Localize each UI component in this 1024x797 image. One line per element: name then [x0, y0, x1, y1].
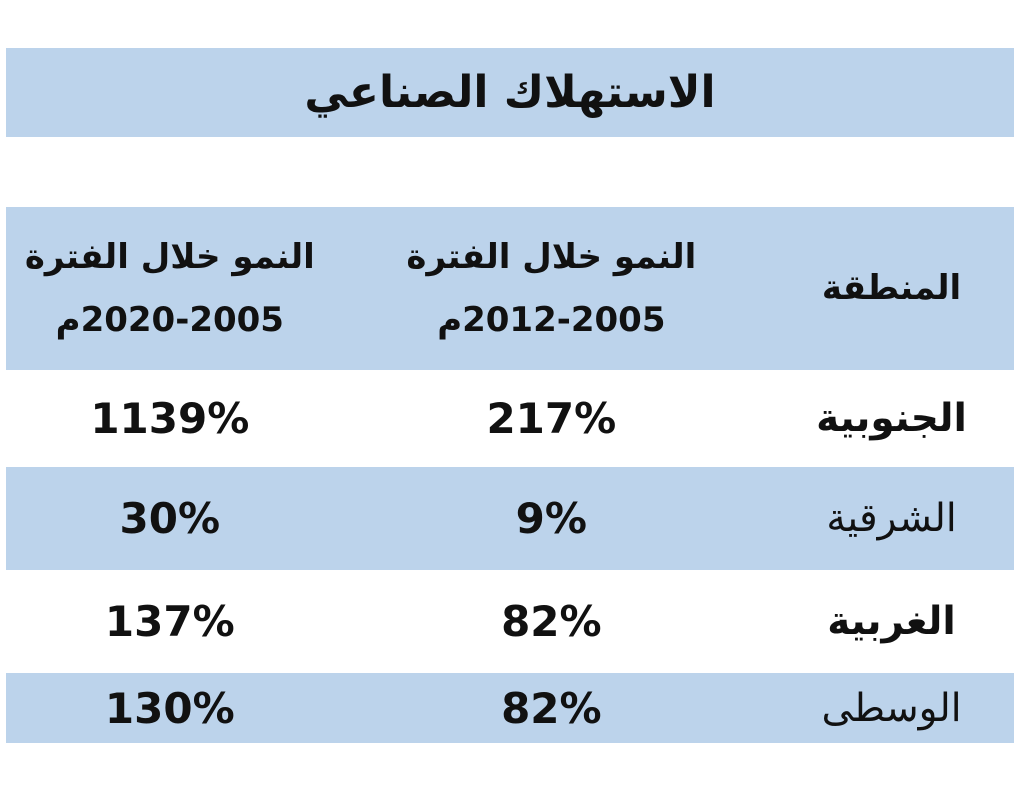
column-header-growth-2005-2012: النمو خلال الفترة 2012-2005م — [334, 226, 769, 352]
growth-2005-2020-cell: 30% — [119, 494, 221, 543]
growth-2005-2020-cell: 130% — [104, 683, 235, 733]
growth-2005-2020-cell: 1139% — [90, 394, 250, 443]
region-cell: الغربية — [827, 599, 956, 644]
table-row-southern: الجنوبية 217% 1139% — [6, 370, 1014, 467]
growth-2005-2020-cell: 137% — [104, 597, 235, 646]
column-header-growth-2005-2020: النمو خلال الفترة 2020-2005م — [6, 226, 334, 352]
column-header-growth-2005-2012-line1: النمو خلال الفترة — [406, 236, 697, 277]
region-cell: الوسطى — [821, 685, 962, 731]
column-header-growth-2005-2020-line1: النمو خلال الفترة — [24, 236, 315, 277]
growth-2005-2012-cell: 82% — [501, 597, 602, 646]
growth-2005-2012-cell: 82% — [501, 683, 602, 733]
growth-2005-2012-cell: 217% — [486, 394, 617, 443]
column-header-growth-2005-2012-line2: 2012-2005م — [437, 299, 666, 340]
region-cell: الشرقية — [826, 496, 957, 541]
table-row-eastern: الشرقية 9% 30% — [6, 467, 1014, 570]
table-header-row: المنطقة النمو خلال الفترة 2012-2005م الن… — [6, 207, 1014, 370]
region-cell: الجنوبية — [816, 396, 967, 441]
title-band: الاستهلاك الصناعي — [6, 48, 1014, 137]
page-title: الاستهلاك الصناعي — [304, 67, 716, 118]
consumption-table: المنطقة النمو خلال الفترة 2012-2005م الن… — [6, 207, 1014, 743]
growth-2005-2012-cell: 9% — [515, 494, 587, 543]
column-header-region: المنطقة — [821, 268, 962, 309]
column-header-growth-2005-2020-line2: 2020-2005م — [55, 299, 284, 340]
table-row-western: الغربية 82% 137% — [6, 570, 1014, 673]
table-row-central: الوسطى 82% 130% — [6, 673, 1014, 743]
